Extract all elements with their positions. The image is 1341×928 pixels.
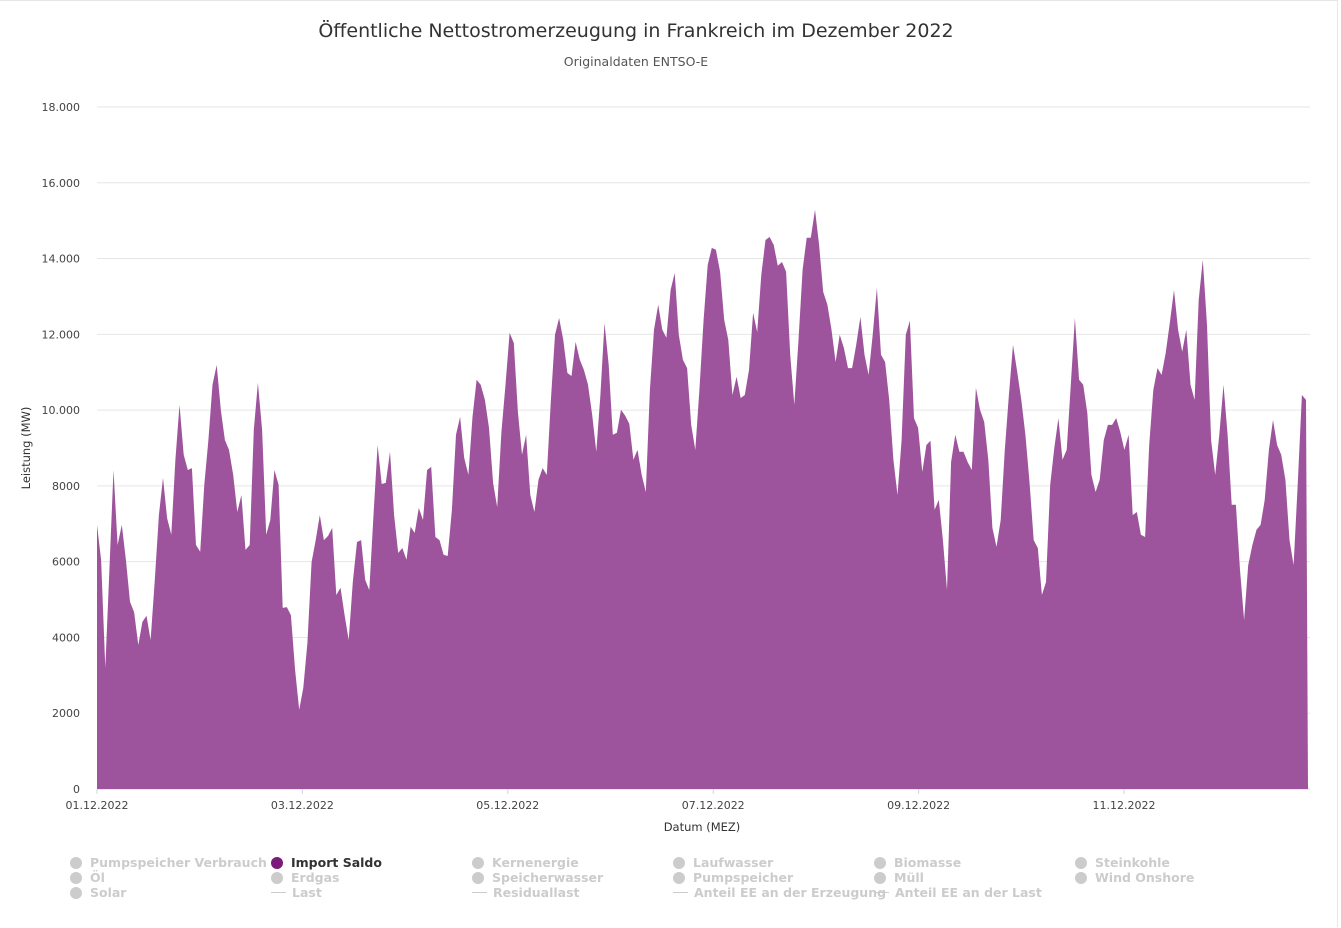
legend-label: Anteil EE an der Last bbox=[895, 885, 1042, 900]
x-tick-label: 07.12.2022 bbox=[682, 799, 745, 812]
y-tick-label: 18.000 bbox=[42, 101, 81, 114]
legend-line-icon bbox=[472, 892, 487, 893]
legend-dot-icon bbox=[673, 871, 685, 884]
legend-label: Laufwasser bbox=[693, 855, 774, 870]
legend-label: Solar bbox=[90, 885, 127, 900]
x-tick-label: 11.12.2022 bbox=[1093, 799, 1156, 812]
legend-item[interactable]: Steinkohle bbox=[1075, 855, 1275, 870]
y-tick-label: 10.000 bbox=[42, 404, 81, 417]
y-tick-label: 8000 bbox=[52, 480, 80, 493]
x-tick-label: 01.12.2022 bbox=[66, 799, 129, 812]
legend-label: Erdgas bbox=[291, 870, 340, 885]
legend-item[interactable]: Müll bbox=[874, 870, 1074, 885]
legend-dot-icon bbox=[70, 871, 82, 884]
y-tick-label: 16.000 bbox=[42, 177, 81, 190]
y-tick-label: 12.000 bbox=[42, 328, 81, 341]
legend-dot-icon bbox=[874, 871, 886, 884]
legend-dot-icon bbox=[70, 886, 82, 899]
legend-dot-icon bbox=[271, 871, 283, 884]
x-tick-label: 03.12.2022 bbox=[271, 799, 334, 812]
legend-column: Import Saldo Erdgas Last bbox=[271, 855, 471, 900]
legend-label: Speicherwasser bbox=[492, 870, 604, 885]
legend-item[interactable]: Anteil EE an der Last bbox=[874, 885, 1074, 900]
legend-item[interactable]: Import Saldo bbox=[271, 855, 471, 870]
legend-item[interactable]: Solar bbox=[70, 885, 270, 900]
legend-dot-icon bbox=[874, 856, 886, 869]
legend-label: Wind Onshore bbox=[1095, 870, 1195, 885]
legend-label: Import Saldo bbox=[291, 855, 382, 870]
y-tick-label: 2000 bbox=[52, 707, 80, 720]
legend-line-icon bbox=[874, 892, 889, 893]
legend-column: Pumpspeicher Verbrauch Öl Solar bbox=[70, 855, 270, 900]
legend-item[interactable]: Anteil EE an der Erzeugung bbox=[673, 885, 886, 900]
legend-label: Steinkohle bbox=[1095, 855, 1170, 870]
chart-title: Öffentliche Nettostromerzeugung in Frank… bbox=[318, 20, 954, 42]
legend-label: Müll bbox=[894, 870, 924, 885]
x-axis-label: Datum (MEZ) bbox=[664, 820, 741, 834]
legend-item[interactable]: Speicherwasser bbox=[472, 870, 672, 885]
legend-line-icon bbox=[673, 892, 688, 893]
x-tick-label: 09.12.2022 bbox=[887, 799, 950, 812]
legend-item[interactable]: Residuallast bbox=[472, 885, 672, 900]
legend-label: Kernenergie bbox=[492, 855, 579, 870]
legend-label: Anteil EE an der Erzeugung bbox=[694, 885, 887, 900]
legend-item[interactable]: Wind Onshore bbox=[1075, 870, 1275, 885]
area-series-import-saldo[interactable] bbox=[97, 209, 1308, 789]
legend-dot-icon bbox=[472, 856, 484, 869]
x-tick-label: 05.12.2022 bbox=[476, 799, 539, 812]
legend-label: Biomasse bbox=[894, 855, 962, 870]
legend-line-icon bbox=[271, 892, 286, 893]
legend-column: Kernenergie Speicherwasser Residuallast bbox=[472, 855, 672, 900]
legend-label: Pumpspeicher Verbrauch bbox=[90, 855, 267, 870]
y-tick-label: 6000 bbox=[52, 556, 80, 569]
legend-item[interactable]: Last bbox=[271, 885, 471, 900]
legend-item[interactable]: Pumpspeicher bbox=[673, 870, 873, 885]
legend-item[interactable]: Biomasse bbox=[874, 855, 1074, 870]
y-axis-label: Leistung (MW) bbox=[19, 407, 33, 490]
y-tick-label: 4000 bbox=[52, 631, 80, 644]
legend-label: Öl bbox=[90, 870, 105, 885]
legend-label: Pumpspeicher bbox=[693, 870, 794, 885]
legend-dot-icon bbox=[673, 856, 685, 869]
legend-label: Last bbox=[292, 885, 322, 900]
chart-subtitle: Originaldaten ENTSO-E bbox=[563, 54, 709, 69]
legend-column: Biomasse Müll Anteil EE an der Last bbox=[874, 855, 1074, 900]
legend-item[interactable]: Pumpspeicher Verbrauch bbox=[70, 855, 270, 870]
legend-item[interactable]: Erdgas bbox=[271, 870, 471, 885]
legend-column: Laufwasser Pumpspeicher Anteil EE an der E… bbox=[673, 855, 886, 900]
legend-item[interactable]: Laufwasser bbox=[673, 855, 873, 870]
legend-dot-icon bbox=[1075, 856, 1087, 869]
legend-dot-icon bbox=[1075, 871, 1087, 884]
legend-column: Steinkohle Wind Onshore bbox=[1075, 855, 1275, 885]
legend-dot-icon bbox=[70, 856, 82, 869]
legend-label: Residuallast bbox=[493, 885, 580, 900]
y-tick-label: 14.000 bbox=[42, 253, 81, 266]
legend-item[interactable]: Kernenergie bbox=[472, 855, 672, 870]
legend-dot-icon bbox=[271, 856, 283, 869]
y-tick-label: 0 bbox=[73, 783, 80, 796]
legend-item[interactable]: Öl bbox=[70, 870, 270, 885]
legend-dot-icon bbox=[472, 871, 484, 884]
